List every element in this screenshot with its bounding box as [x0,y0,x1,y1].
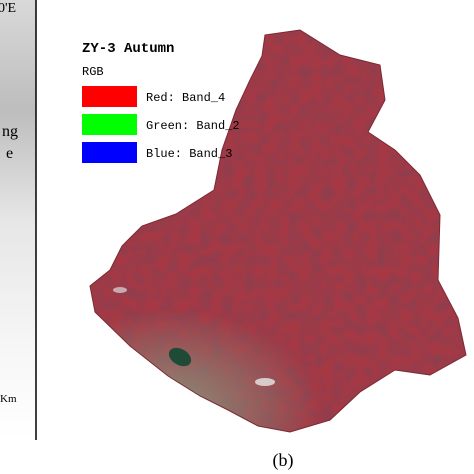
scale-label: Km [0,393,17,405]
place-label: ng [2,123,18,140]
legend-items: Red: Band_4 Green: Band_2 Blue: Band_3 [82,86,240,163]
legend-label: Blue: Band_3 [146,147,232,161]
legend-subtitle: RGB [82,65,104,79]
legend: ZY-3 Autumn RGB Red: Band_4 Green: Band_2… [82,41,240,163]
legend-label: Red: Band_4 [146,91,225,105]
legend-label: Green: Band_2 [146,119,240,133]
region-outline [89,29,467,433]
legend-swatch [82,86,137,107]
legend-swatch [82,114,137,135]
caption: (b) [273,450,294,471]
coordinate-label: 0'E [0,1,16,16]
satellite-image [90,30,466,432]
legend-title: ZY-3 Autumn [82,41,174,57]
legend-swatch [82,142,137,163]
left-map [0,0,36,440]
place-label: e [6,145,13,162]
